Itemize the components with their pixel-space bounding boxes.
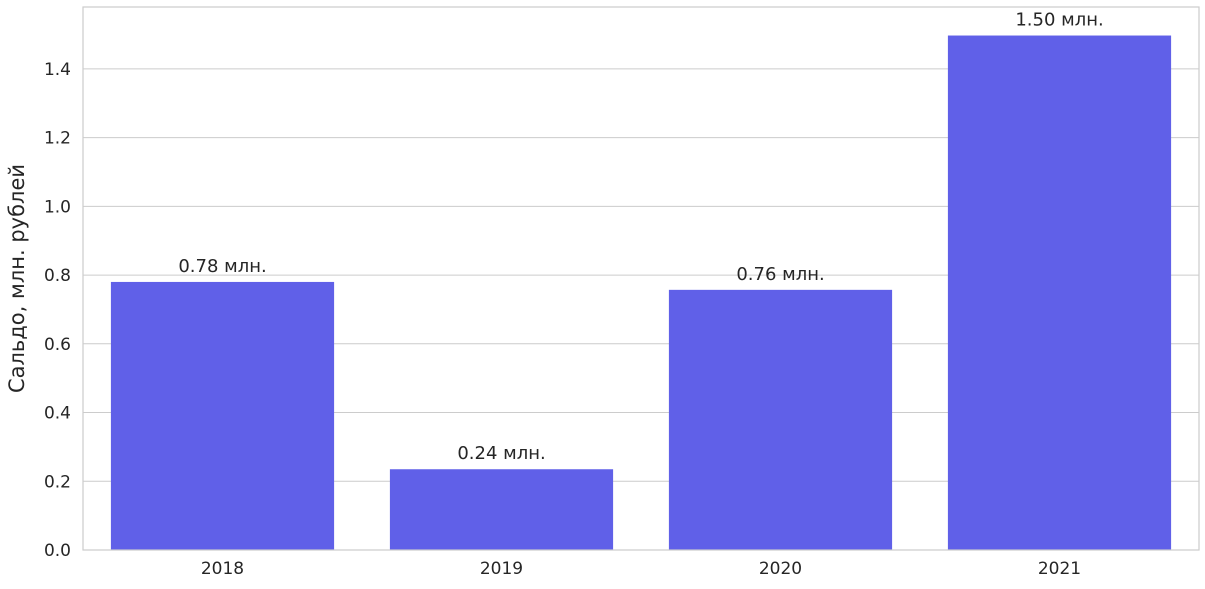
y-tick-label: 0.8	[44, 266, 71, 286]
y-tick-labels: 0.0 0.2 0.4 0.6 0.8 1.0 1.2 1.4	[44, 60, 71, 561]
y-axis-label: Сальдо, млн. рублей	[5, 164, 29, 393]
bar-2020	[668, 289, 893, 550]
y-tick-label: 0.2	[44, 472, 71, 492]
x-tick-label: 2021	[1038, 559, 1081, 579]
y-tick-label: 0.6	[44, 335, 71, 355]
data-labels: 0.78 млн. 0.24 млн. 0.76 млн. 1.50 млн.	[178, 10, 1103, 465]
data-label-2019: 0.24 млн.	[457, 443, 545, 464]
data-label-2021: 1.50 млн.	[1015, 10, 1103, 31]
x-tick-labels: 2018 2019 2020 2021	[201, 559, 1081, 579]
data-label-2018: 0.78 млн.	[178, 256, 266, 277]
x-tick-label: 2020	[759, 559, 802, 579]
y-tick-label: 1.0	[44, 197, 71, 217]
y-tick-label: 1.2	[44, 129, 71, 149]
bar-2019	[389, 469, 614, 550]
data-label-2020: 0.76 млн.	[736, 264, 824, 285]
x-tick-label: 2019	[480, 559, 523, 579]
y-tick-label: 0.0	[44, 541, 71, 561]
plot-frame	[82, 6, 1200, 551]
x-tick-label: 2018	[201, 559, 244, 579]
y-tick-label: 1.4	[44, 60, 71, 80]
bars	[110, 35, 1172, 551]
bar-2018	[110, 281, 335, 550]
bar-2021	[947, 35, 1172, 551]
plot-border	[82, 6, 1200, 551]
y-tick-label: 0.4	[44, 404, 71, 424]
